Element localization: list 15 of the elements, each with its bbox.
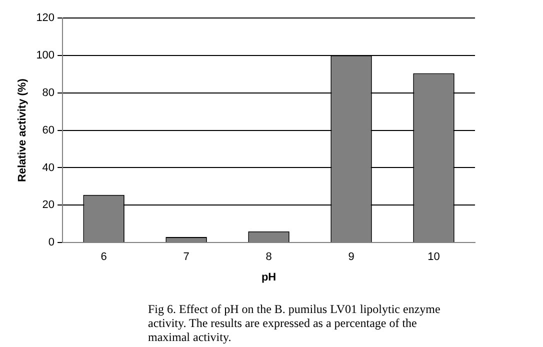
y-tick-label: 80 xyxy=(42,86,55,99)
y-tick-label: 20 xyxy=(42,199,55,212)
x-tick-label: 9 xyxy=(348,251,354,264)
caption: Fig 6. Effect of pH on the B. pumilus LV01 lipolytic enzyme activity. The results are expressed as a percentage of the maximal activity. xyxy=(148,302,442,344)
y-tick-label: 120 xyxy=(36,12,55,24)
y-tick-label: 0 xyxy=(48,236,55,249)
x-axis-title: pH xyxy=(261,271,276,284)
y-tick-label: 100 xyxy=(36,49,55,62)
y-axis-title: Relative activity (%) xyxy=(16,78,29,182)
y-tick-label: 60 xyxy=(42,124,55,136)
x-tick-label: 8 xyxy=(266,251,272,264)
y-tick-label: 40 xyxy=(42,162,55,174)
x-tick-label: 7 xyxy=(183,251,190,264)
x-tick-label: 10 xyxy=(428,251,440,264)
x-tick-label: 6 xyxy=(100,251,107,264)
